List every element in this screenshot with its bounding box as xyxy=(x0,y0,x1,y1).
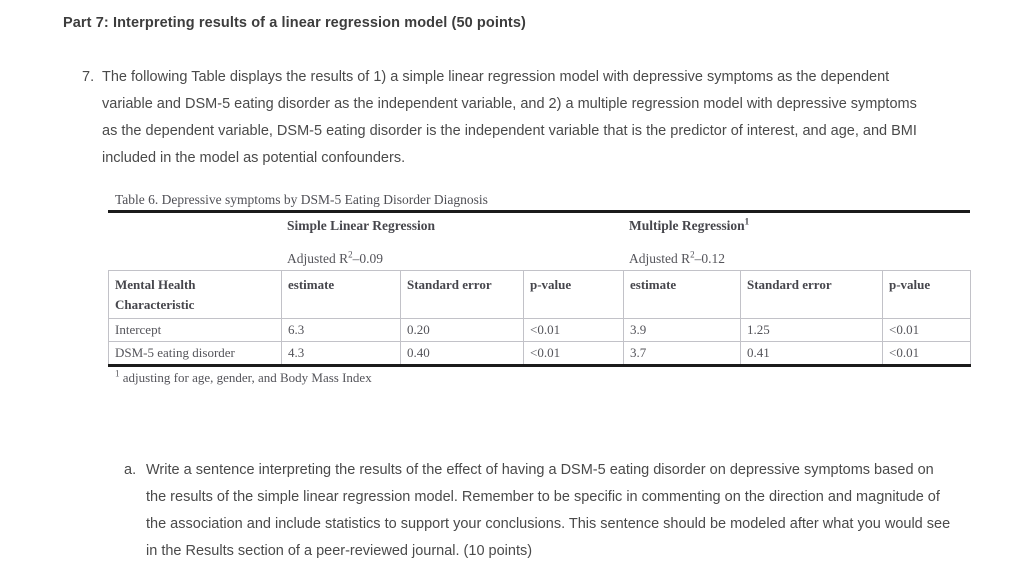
adjusted-r2-multiple-value: –0.12 xyxy=(694,251,726,266)
column-header-characteristic: Mental Health Characteristic xyxy=(108,270,282,319)
group-title-multiple-text: Multiple Regression xyxy=(629,218,745,233)
group-title-multiple-sup: 1 xyxy=(744,216,750,227)
table-header-row: Mental Health Characteristic estimate St… xyxy=(108,270,971,319)
page-title: Part 7: Interpreting results of a linear… xyxy=(63,15,526,31)
adjusted-r2-simple-sup: 2 xyxy=(348,249,353,260)
cell-intercept-stderr-simple: 0.20 xyxy=(400,318,524,342)
cell-intercept-estimate-simple: 6.3 xyxy=(281,318,401,342)
group-multiple-regression: Multiple Regression1 Adjusted R2–0.12 xyxy=(623,213,970,270)
question-7: 7. The following Table displays the resu… xyxy=(82,64,920,172)
group-title-multiple: Multiple Regression1 xyxy=(629,217,970,234)
results-table-body: Intercept 6.3 0.20 <0.01 3.9 1.25 <0.01 … xyxy=(108,318,971,367)
cell-intercept-stderr-multiple: 1.25 xyxy=(740,318,883,342)
cell-intercept-estimate-multiple: 3.9 xyxy=(623,318,741,342)
cell-dsm5-stderr-simple: 0.40 xyxy=(400,341,524,367)
sub-question-a: a. Write a sentence interpreting the res… xyxy=(124,457,954,565)
cell-intercept-pvalue-multiple: <0.01 xyxy=(882,318,971,342)
table-caption: Table 6. Depressive symptoms by DSM-5 Ea… xyxy=(115,192,488,207)
cell-dsm5-label: DSM-5 eating disorder xyxy=(108,341,282,367)
column-header-estimate-simple: estimate xyxy=(281,270,401,319)
results-table-header: Mental Health Characteristic estimate St… xyxy=(108,270,971,319)
question-number: 7. xyxy=(82,69,95,85)
cell-dsm5-stderr-multiple: 0.41 xyxy=(740,341,883,367)
column-header-pvalue-simple: p-value xyxy=(523,270,624,319)
regression-group-headers: Simple Linear Regression Adjusted R2–0.0… xyxy=(108,213,970,270)
cell-dsm5-pvalue-simple: <0.01 xyxy=(523,341,624,367)
group-title-simple: Simple Linear Regression xyxy=(287,217,623,234)
sub-question-a-text: Write a sentence interpreting the result… xyxy=(146,462,951,559)
footnote-superscript: 1 xyxy=(115,368,120,379)
group-title-simple-text: Simple Linear Regression xyxy=(287,218,436,233)
cell-dsm5-pvalue-multiple: <0.01 xyxy=(882,341,971,367)
column-header-estimate-multiple: estimate xyxy=(623,270,741,319)
adjusted-r2-multiple-sup: 2 xyxy=(690,249,695,260)
group-header-spacer xyxy=(108,213,281,270)
column-header-stderr-multiple: Standard error xyxy=(740,270,883,319)
table-row-intercept: Intercept 6.3 0.20 <0.01 3.9 1.25 <0.01 xyxy=(108,318,971,342)
question-text: The following Table displays the results… xyxy=(102,69,917,166)
results-table: Mental Health Characteristic estimate St… xyxy=(108,270,971,367)
table-row-dsm5-eating-disorder: DSM-5 eating disorder 4.3 0.40 <0.01 3.7… xyxy=(108,341,971,367)
column-header-pvalue-multiple: p-value xyxy=(882,270,971,319)
group-simple-linear-regression: Simple Linear Regression Adjusted R2–0.0… xyxy=(281,213,623,270)
adjusted-r2-simple-value: –0.09 xyxy=(352,251,384,266)
cell-dsm5-estimate-simple: 4.3 xyxy=(281,341,401,367)
table-footnote: 1 adjusting for age, gender, and Body Ma… xyxy=(108,368,970,386)
adjusted-r2-multiple: Adjusted R2–0.12 xyxy=(629,250,970,267)
sub-question-a-label: a. xyxy=(124,462,137,478)
adjusted-r2-simple-prefix: Adjusted R xyxy=(287,251,349,266)
column-header-stderr-simple: Standard error xyxy=(400,270,524,319)
regression-table-figure: Table 6. Depressive symptoms by DSM-5 Ea… xyxy=(108,191,971,386)
adjusted-r2-simple: Adjusted R2–0.09 xyxy=(287,250,623,267)
cell-intercept-label: Intercept xyxy=(108,318,282,342)
footnote-text: adjusting for age, gender, and Body Mass… xyxy=(119,370,372,385)
table-top-rule xyxy=(108,210,970,213)
adjusted-r2-multiple-prefix: Adjusted R xyxy=(629,251,691,266)
cell-dsm5-estimate-multiple: 3.7 xyxy=(623,341,741,367)
cell-intercept-pvalue-simple: <0.01 xyxy=(523,318,624,342)
